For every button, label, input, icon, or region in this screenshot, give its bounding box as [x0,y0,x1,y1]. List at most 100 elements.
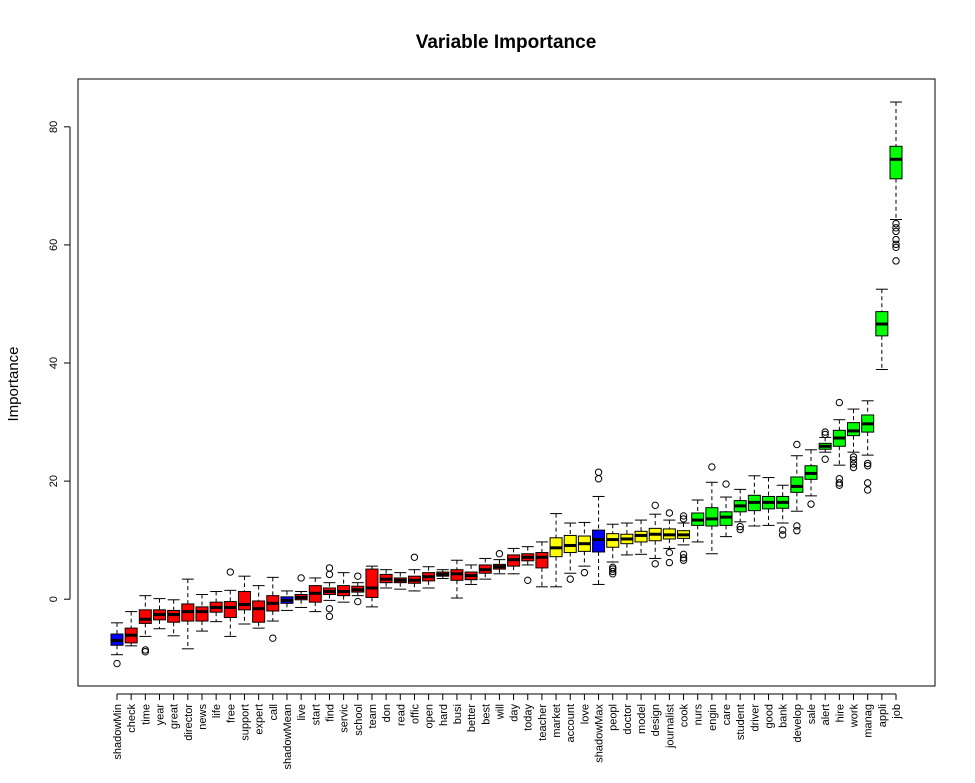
outlier-point [835,479,844,487]
box-body [223,601,237,619]
box-job [889,101,903,265]
x-tick-label: expert [254,704,266,735]
outlier-point [679,515,688,523]
outlier-point [821,430,829,439]
box-call [266,576,280,642]
box-bank [776,484,790,539]
outlier-point [524,576,532,585]
box-student [733,488,747,534]
outlier-point [665,509,674,517]
box-day [507,547,521,575]
outlier-point [778,526,787,534]
x-tick-label: student [735,704,747,740]
x-tick-label: busi [452,704,464,724]
outlier-point [679,554,688,562]
box-hire [832,398,846,489]
x-tick-label: life [211,704,223,718]
outlier-point [863,459,872,468]
outlier-point [609,567,617,576]
outlier-point [863,462,872,470]
box-market [549,513,563,588]
box-journalist [662,509,676,567]
outlier-point [354,597,362,606]
outlier-point [849,463,858,472]
x-tick-label: school [353,704,365,736]
box-body [535,552,549,569]
box-year [152,598,166,630]
box-read [393,572,407,590]
outlier-point [594,475,603,483]
x-tick-label: day [509,704,521,722]
y-axis: 0 20 40 60 80 [48,121,71,602]
outlier-point [679,512,688,520]
box-news [195,593,209,632]
box-shadowMean [280,590,294,611]
x-tick-label: better [466,704,478,732]
box-sale [804,449,818,508]
x-tick-label: care [721,704,733,725]
x-tick-label: director [183,704,195,741]
box-teacher [535,541,549,588]
x-tick-label: free [225,704,237,723]
x-tick-label: today [523,704,535,731]
box-body [365,568,379,598]
box-will [492,550,506,575]
box-open [422,566,436,589]
box-busi [450,559,464,599]
outlier-point [226,568,235,576]
outlier-point [892,240,900,249]
box-great [167,599,181,637]
box-doctor [620,522,634,556]
x-tick-label: will [494,704,506,720]
outlier-point [609,565,617,573]
x-tick-label: team [367,704,379,728]
outlier-point [566,575,574,583]
box-shadowMin [110,622,124,668]
x-tick-label: year [154,704,166,726]
outlier-point [892,257,900,265]
box-body [167,609,181,623]
box-appli [875,288,889,371]
x-tick-label: best [480,704,492,725]
boxplot-group [110,101,903,668]
box-find [322,564,336,621]
box-best [478,557,492,580]
box-alert [818,428,832,463]
outlier-point [736,525,744,534]
outlier-point [849,460,858,468]
box-body [237,591,251,611]
box-driver [747,475,761,527]
box-hard [436,569,450,580]
x-tick-label: love [579,704,591,724]
box-today [521,546,535,585]
outlier-point [325,612,334,621]
outlier-point [793,522,801,530]
outlier-point [821,455,829,463]
x-tick-label: appli [877,704,889,727]
x-tick-label: engin [707,704,719,731]
box-love [577,521,591,577]
y-axis-label: Importance [5,346,22,421]
y-tick-label: 60 [48,239,60,251]
outlier-point [892,219,900,228]
x-tick-label: manag [863,704,875,738]
box-don [379,569,393,589]
outlier-point [793,527,801,535]
x-tick-label: sale [806,704,818,724]
x-tick-label: bank [778,704,790,728]
box-cook [677,512,691,564]
outlier-point [297,574,305,582]
box-servic [337,572,351,603]
box-account [563,522,577,583]
outlier-point [892,243,900,251]
outlier-point [609,570,617,578]
x-tick-label: model [636,704,648,734]
y-tick-label: 0 [48,596,60,602]
x-tick-label: cook [679,704,691,728]
x-tick-label: design [650,704,662,736]
outlier-point [651,560,659,568]
box-engin [705,463,719,555]
x-tick-label: hard [438,704,450,726]
outlier-point [325,570,334,579]
chart-title: Variable Importance [416,32,597,53]
